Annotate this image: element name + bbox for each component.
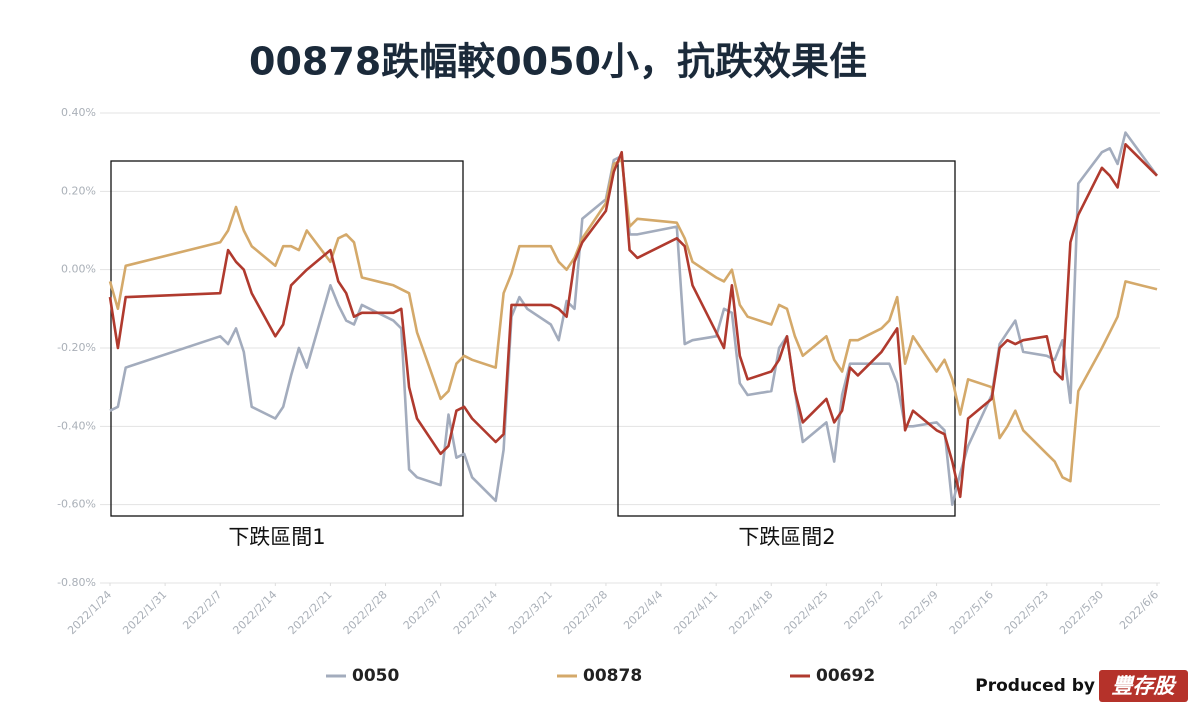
brand-name: 豐存股: [1112, 674, 1178, 698]
annotation: 下跌區間1: [228, 525, 325, 549]
x-tick-label: 2022/5/9: [897, 588, 941, 632]
x-tick-label: 2022/4/25: [782, 588, 831, 637]
x-tick-label: 2022/4/18: [726, 588, 775, 637]
x-tick-label: 2022/4/4: [621, 588, 665, 632]
y-tick-label: 0.40%: [61, 106, 96, 119]
y-tick-label: -0.80%: [57, 576, 96, 589]
x-tick-label: 2022/3/7: [401, 588, 445, 632]
range-box: [110, 160, 464, 517]
x-tick-label: 2022/5/2: [842, 588, 886, 632]
x-tick-label: 2022/2/21: [286, 588, 335, 637]
range-box: [617, 160, 956, 517]
y-tick-label: -0.40%: [57, 419, 96, 432]
x-tick-label: 2022/2/14: [230, 588, 279, 637]
series-line: [108, 158, 1158, 483]
x-tick-label: 2022/2/7: [180, 588, 224, 632]
x-tick-label: 2022/5/30: [1057, 588, 1106, 637]
brand-logo: [1099, 670, 1188, 702]
legend: 0050 00878 00692: [326, 666, 875, 686]
x-tick-label: 2022/2/28: [341, 588, 390, 637]
legend-label: 00878: [583, 666, 642, 686]
annotation: 下跌區間2: [738, 525, 835, 549]
x-tick-label: 2022/3/14: [451, 588, 500, 637]
y-tick-label: 0.00%: [61, 263, 96, 276]
x-tick-label: 2022/5/23: [1002, 588, 1051, 637]
y-tick-label: -0.20%: [57, 341, 96, 354]
x-tick-label: 2022/4/11: [671, 588, 720, 637]
series-line: [108, 143, 1158, 499]
x-tick-label: 2022/6/6: [1117, 588, 1161, 632]
legend-label: 0050: [352, 666, 399, 686]
y-tick-label: 0.20%: [61, 184, 96, 197]
credit-text: Produced by: [975, 676, 1095, 696]
x-tick-label: 2022/1/31: [120, 588, 169, 637]
x-tick-label: 2022/3/21: [506, 588, 555, 637]
lines: [108, 131, 1159, 506]
x-tick-label: 2022/1/24: [65, 588, 114, 637]
legend-label: 00692: [816, 666, 875, 686]
y-tick-label: -0.60%: [57, 498, 96, 511]
x-tick-label: 2022/5/16: [947, 588, 996, 637]
x-tick-label: 2022/3/28: [561, 588, 610, 637]
chart-title: 00878跌幅較0050小，抗跌效果佳: [249, 40, 867, 84]
